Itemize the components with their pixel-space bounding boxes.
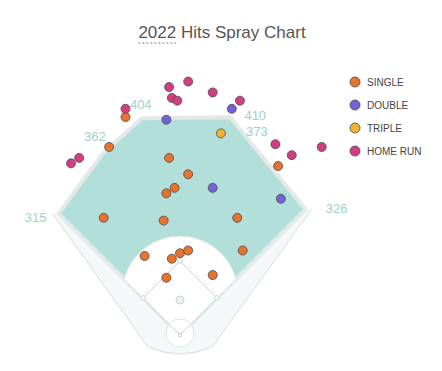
hit-point [184,246,193,255]
spray-chart: 2022 Hits Spray Chart 315 362 404 410373 326 S… [0,0,442,371]
hit-point [170,183,179,192]
hit-point [176,249,185,258]
home-plate [179,334,182,337]
hit-point [162,115,171,124]
hit-point [208,88,217,97]
title: 2022 Hits Spray Chart [138,23,306,42]
hit-point [121,113,130,122]
distance-label: 373 [246,124,268,139]
legend-swatch [350,146,360,156]
hit-point [208,271,217,280]
hit-point [216,129,225,138]
distance-label: 362 [84,129,106,144]
hit-point [162,273,171,282]
hit-point [238,246,247,255]
distance-label: 404 [130,97,152,112]
distance-label: 315 [25,210,47,225]
legend-label: SINGLE [367,77,404,88]
hit-point [159,216,168,225]
home-area [166,319,194,347]
hit-point [276,194,285,203]
hit-point [167,254,176,263]
legend-swatch [350,123,360,133]
base [214,295,220,301]
legend: SINGLE DOUBLE TRIPLE HOME RUN [350,77,421,157]
hit-point [121,104,130,113]
hit-point [67,159,76,168]
hit-point [140,251,149,260]
hit-point [235,96,244,105]
hit-point [165,153,174,162]
base [140,295,146,301]
distance-label: 410 [244,108,266,123]
hit-point [173,96,182,105]
hit-point [165,83,174,92]
base [177,258,183,264]
hit-point [184,170,193,179]
legend-label: TRIPLE [367,123,402,134]
hit-point [162,189,171,198]
pitcher-mound [176,296,184,304]
hit-point [208,183,217,192]
legend-swatch [350,77,360,87]
legend-label: HOME RUN [367,146,421,157]
hit-point [184,77,193,86]
hit-point [317,142,326,151]
hit-point [75,153,84,162]
hit-point [99,213,108,222]
legend-swatch [350,100,360,110]
field-fence [59,117,306,335]
hit-point [274,162,283,171]
legend-label: DOUBLE [367,100,408,111]
distance-label: 326 [326,201,348,216]
baselines [143,261,217,335]
hit-point [271,140,280,149]
hit-point [105,142,114,151]
title-underline [138,43,176,44]
hit-point [227,104,236,113]
points [67,77,327,282]
hit-point [233,213,242,222]
hit-point [287,151,296,160]
